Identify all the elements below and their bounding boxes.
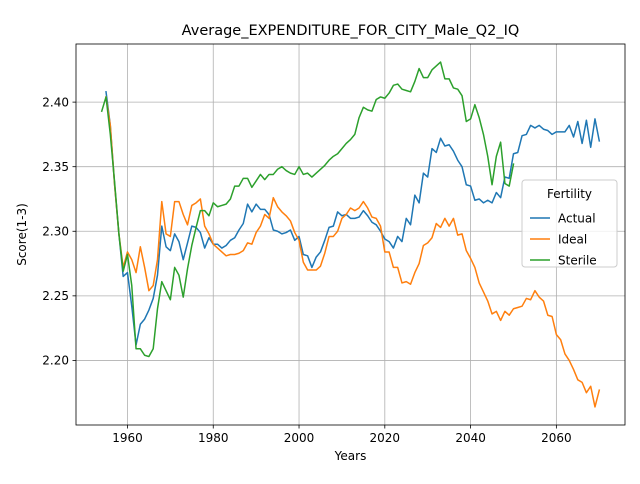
x-tick-label: 2040: [455, 431, 486, 445]
x-tick-label: 1960: [112, 431, 143, 445]
x-tick-label: 2060: [541, 431, 572, 445]
series-line-actual: [105, 90, 601, 346]
x-tick-label: 2020: [370, 431, 401, 445]
plot-area-frame: [75, 43, 626, 426]
series-lines: [100, 61, 601, 408]
grid-lines: [76, 44, 625, 425]
series-line-sterile: [100, 61, 515, 358]
chart-title: Average_EXPENDITURE_FOR_CITY_Male_Q2_IQ: [182, 23, 520, 39]
x-tick-label: 2000: [284, 431, 315, 445]
x-tick-label: 1980: [198, 431, 229, 445]
y-tick-label: 2.20: [42, 354, 69, 368]
y-tick-label: 2.30: [42, 225, 69, 239]
x-axis-ticks: 1960 1980 2000 2020 2040 2060: [112, 425, 572, 445]
y-tick-label: 2.25: [42, 289, 69, 303]
y-axis-label: Score(1-3): [15, 203, 29, 266]
legend-label-actual: Actual: [558, 211, 596, 225]
legend-box: [521, 179, 618, 268]
x-axis-label: Years: [334, 449, 367, 463]
legend-label-sterile: Sterile: [558, 253, 597, 267]
legend: Fertility Actual Ideal Sterile: [521, 179, 618, 268]
y-tick-label: 2.35: [42, 160, 69, 174]
legend-title: Fertility: [547, 187, 592, 201]
y-axis-ticks: 2.20 2.25 2.30 2.35 2.40: [42, 95, 76, 368]
y-tick-label: 2.40: [42, 95, 69, 109]
series-line-ideal: [105, 96, 601, 408]
legend-label-ideal: Ideal: [558, 232, 587, 246]
